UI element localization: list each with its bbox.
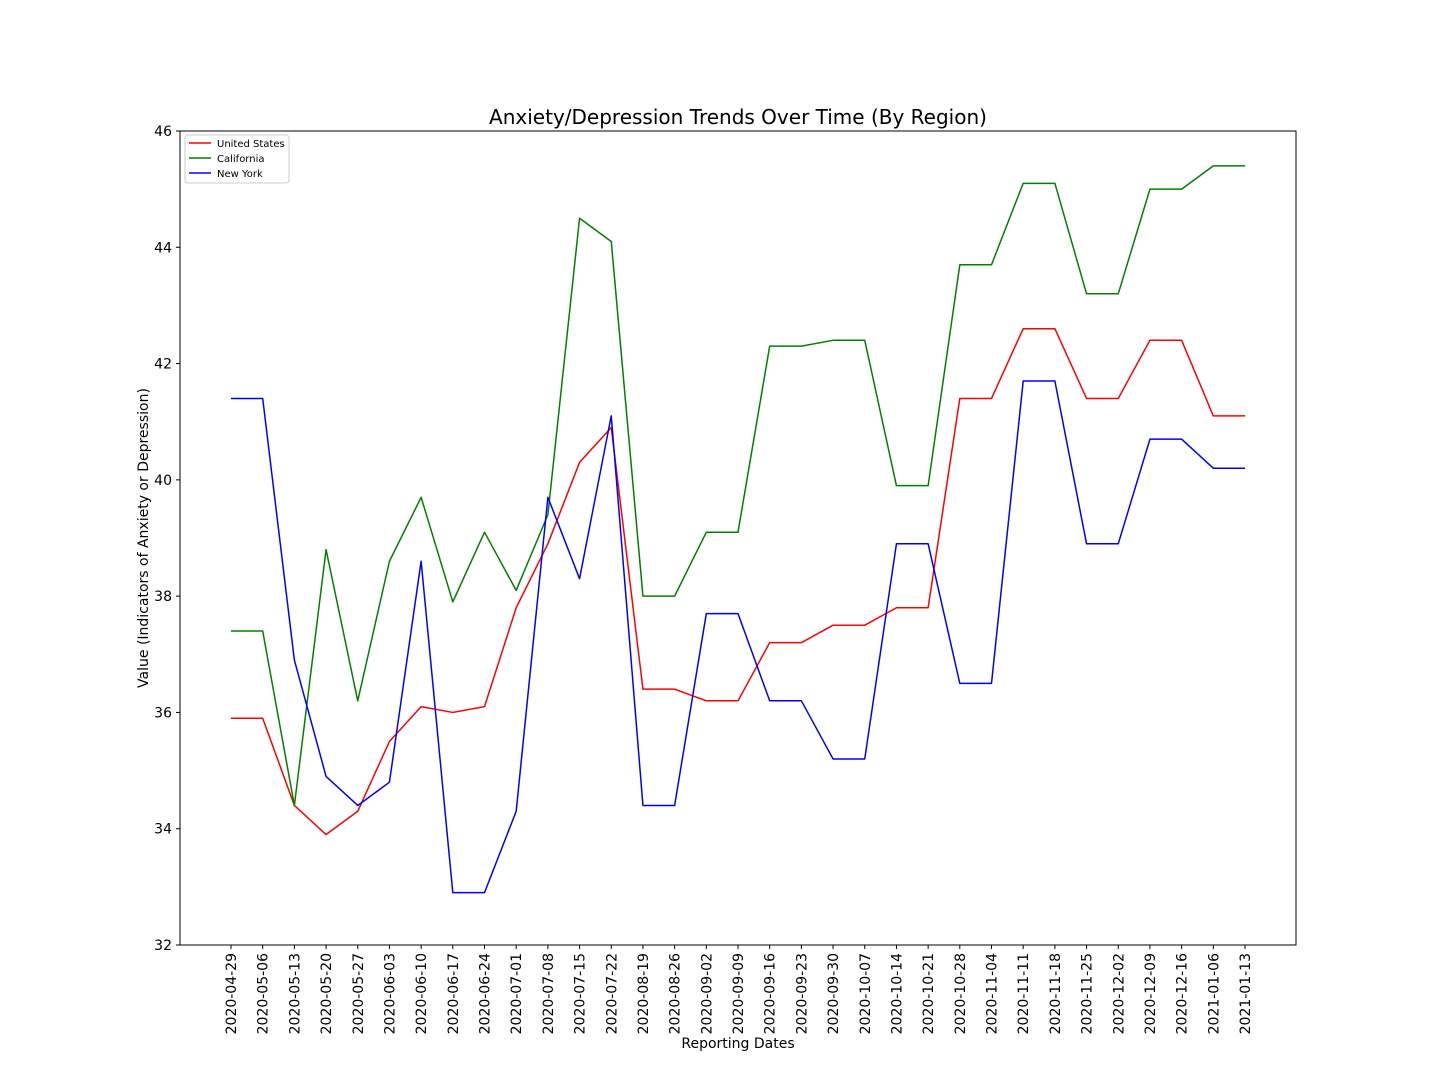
- x-tick-label: 2020-09-16: [763, 953, 779, 1034]
- x-tick-label: 2021-01-06: [1206, 953, 1222, 1034]
- legend-label-new-york: New York: [217, 169, 263, 180]
- x-tick-label: 2020-05-13: [287, 953, 303, 1034]
- chart-title: Anxiety/Depression Trends Over Time (By …: [489, 105, 987, 129]
- x-tick-label: 2020-06-24: [478, 953, 494, 1034]
- x-tick-label: 2020-06-17: [446, 953, 462, 1034]
- x-tick-label: 2020-07-15: [573, 953, 589, 1034]
- x-tick-label: 2020-08-19: [636, 953, 652, 1034]
- y-tick-label: 44: [154, 240, 172, 256]
- plot-area: 32 34 36 38 40 42 44 46 2020-04-29 2020-05-06 2020…: [154, 124, 1297, 1034]
- x-tick-label: 2020-10-28: [953, 953, 969, 1034]
- x-tick-label: 2020-07-22: [604, 953, 620, 1034]
- y-tick-label: 38: [154, 589, 172, 605]
- x-tick-label: 2020-06-03: [382, 953, 398, 1034]
- x-tick-label: 2020-11-25: [1080, 953, 1096, 1034]
- x-tick-label: 2020-08-26: [668, 953, 684, 1034]
- series-line-united-states: [231, 327, 1245, 836]
- x-tick-label: 2020-12-09: [1143, 953, 1159, 1034]
- y-tick-label: 34: [154, 822, 172, 838]
- x-tick-label: 2020-10-21: [921, 953, 937, 1034]
- x-tick-label: 2020-07-01: [509, 953, 525, 1034]
- y-tick-label: 36: [154, 705, 172, 721]
- x-tick-label: 2020-04-29: [224, 953, 240, 1034]
- plot-frame: [179, 130, 1297, 946]
- x-tick-label: 2020-05-20: [319, 953, 335, 1034]
- x-tick-label: 2020-06-10: [414, 953, 430, 1034]
- series-line-california: [231, 165, 1245, 807]
- x-tick-label: 2020-11-18: [1048, 953, 1064, 1034]
- x-tick-label: 2020-12-16: [1175, 953, 1191, 1034]
- x-tick-label: 2020-05-27: [351, 953, 367, 1034]
- x-tick-label: 2020-11-11: [1016, 953, 1032, 1034]
- legend-label-california: California: [217, 154, 265, 165]
- x-tick-label: 2020-11-04: [985, 953, 1001, 1034]
- x-tick-label: 2020-10-14: [889, 953, 905, 1034]
- x-tick-label: 2020-10-07: [858, 953, 874, 1034]
- x-tick-label: 2020-07-08: [541, 953, 557, 1034]
- y-tick-label: 40: [154, 473, 172, 489]
- y-tick-label: 46: [154, 124, 172, 140]
- x-tick-label: 2020-09-23: [794, 953, 810, 1034]
- x-tick-label: 2020-09-02: [699, 953, 715, 1034]
- y-axis-label: Value (Indicators of Anxiety or Depressi…: [136, 388, 152, 688]
- y-tick-label: 32: [154, 938, 172, 954]
- x-tick-label: 2020-05-06: [256, 953, 272, 1034]
- legend-box: [184, 134, 290, 184]
- legend-label-united-states: United States: [217, 139, 285, 150]
- x-tick-label: 2021-01-13: [1238, 953, 1254, 1034]
- x-tick-label: 2020-09-30: [826, 953, 842, 1034]
- x-tick-label: 2020-12-02: [1111, 953, 1127, 1034]
- series-line-new-york: [231, 380, 1245, 894]
- x-tick-label: 2020-09-09: [731, 953, 747, 1034]
- legend: United States California New York: [184, 134, 290, 184]
- y-tick-label: 42: [154, 357, 172, 373]
- x-axis-label: Reporting Dates: [681, 1036, 794, 1052]
